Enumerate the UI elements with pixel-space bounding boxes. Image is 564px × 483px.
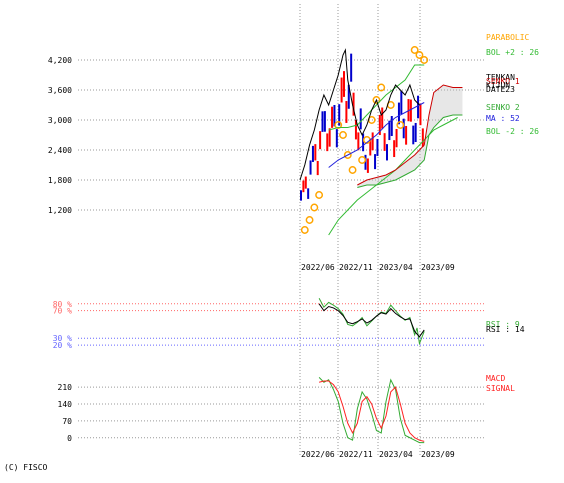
parabolic-point — [334, 121, 343, 129]
price-legend-label: SENKO 1 — [486, 77, 520, 86]
macd-series-signal — [318, 380, 425, 442]
price-series-senko-2 — [357, 114, 463, 188]
parabolic-point — [358, 156, 367, 164]
parabolic-point — [415, 51, 424, 59]
price-legend-label: DATE23 — [486, 85, 515, 94]
price-legend-label: PARABOLIC — [486, 33, 530, 42]
parabolic-point — [339, 131, 347, 139]
price-series-bol-2-26 — [328, 64, 425, 131]
copyright-label: (C) FISCO — [4, 463, 48, 472]
parabolic-point — [310, 203, 319, 212]
rsi-y-tick-label: 20 % — [53, 341, 72, 350]
rsi-series-rsi-9 — [318, 298, 425, 346]
macd-legend-label: SIGNAL — [486, 384, 515, 393]
price-series-tenkan — [299, 48, 420, 181]
parabolic-point — [372, 96, 381, 104]
price-y-tick-label: 4,200 — [48, 56, 72, 65]
macd-y-tick-label: 0 — [67, 434, 72, 443]
macd-x-tick-label: 2023/09 — [421, 450, 455, 459]
parabolic-point — [315, 191, 324, 199]
price-y-tick-label: 1,200 — [48, 206, 72, 215]
rsi-series-rsi-14 — [318, 303, 425, 338]
macd-series-macd — [318, 377, 425, 444]
price-y-tick-label: 2,400 — [48, 146, 72, 155]
price-x-tick-label: 2023/09 — [421, 263, 455, 272]
rsi-legend-label: RSI : 9 — [486, 320, 520, 329]
macd-x-tick-label: 2023/04 — [379, 450, 413, 459]
price-x-tick-label: 2023/04 — [379, 263, 413, 272]
parabolic-point — [420, 56, 429, 64]
price-y-tick-label: 3,000 — [48, 116, 72, 125]
price-series-senko-1 — [357, 84, 463, 186]
price-x-tick-label: 2022/06 — [301, 263, 335, 272]
parabolic-point — [396, 121, 405, 129]
parabolic-point — [410, 46, 419, 54]
macd-y-tick-label: 210 — [58, 383, 73, 392]
price-series-ma-52 — [328, 102, 425, 168]
rsi-legend-label: RSI : 14 — [486, 325, 525, 334]
parabolic-point — [348, 166, 357, 174]
price-legend-label: MA : 52 — [486, 114, 520, 123]
price-legend-label: KIJUN — [486, 81, 510, 90]
price-y-tick-label: 3,600 — [48, 86, 72, 95]
price-legend-label: SENKO 2 — [486, 103, 520, 112]
parabolic-point — [300, 226, 309, 234]
rsi-y-tick-label: 30 % — [53, 334, 72, 343]
macd-y-tick-label: 70 — [62, 417, 72, 426]
macd-x-tick-label: 2022/06 — [301, 450, 335, 459]
price-series-bol-2-26 — [328, 117, 458, 236]
macd-y-tick-label: 140 — [58, 400, 73, 409]
ichimoku-cloud — [357, 85, 463, 188]
macd-x-tick-label: 2022/11 — [339, 450, 373, 459]
parabolic-point — [343, 151, 352, 159]
price-legend-label: BOL -2 : 26 — [486, 127, 539, 136]
rsi-y-tick-label: 80 % — [53, 300, 72, 309]
parabolic-point — [377, 83, 386, 92]
rsi-y-tick-label: 70 % — [53, 307, 72, 316]
macd-legend-label: MACD — [486, 374, 505, 383]
price-y-tick-label: 1,800 — [48, 176, 72, 185]
price-legend-label: TENKAN — [486, 73, 515, 82]
parabolic-point — [305, 216, 314, 224]
price-legend-label: BOL +2 : 26 — [486, 48, 539, 57]
price-x-tick-label: 2022/11 — [339, 263, 373, 272]
